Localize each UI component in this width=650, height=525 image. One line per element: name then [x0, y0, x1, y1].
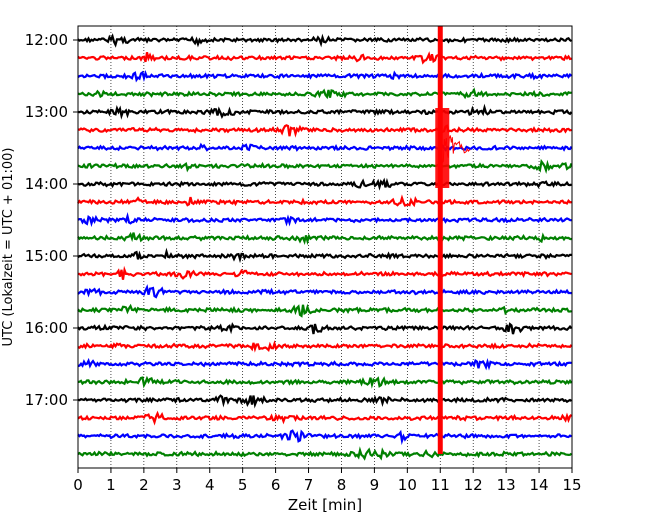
x-axis-ticks: 0 1 2 3 4 5 6 7 8 9 10 11 12 13 14 15: [73, 468, 582, 494]
event-peak: [435, 108, 450, 188]
x-tick-label: 13: [497, 476, 516, 494]
trace-line: [77, 194, 572, 208]
y-tick-label: 16:00: [25, 319, 68, 337]
trace-line: [77, 103, 573, 120]
trace-line: [77, 211, 572, 228]
trace-line: [77, 142, 573, 153]
x-tick-label: 7: [304, 476, 314, 494]
trace-line: [77, 87, 572, 100]
y-axis-label: UTC (Lokalzeit = UTC + 01:00): [1, 148, 16, 347]
trace-line: [77, 231, 572, 246]
x-tick-label: 4: [205, 476, 215, 494]
x-tick-label: 15: [562, 476, 581, 494]
x-tick-label: 5: [238, 476, 248, 494]
x-tick-label: 3: [172, 476, 182, 494]
trace-line: [77, 303, 572, 318]
trace-line: [77, 124, 572, 138]
x-tick-label: 2: [139, 476, 149, 494]
trace-line: [77, 33, 573, 48]
x-tick-label: 14: [530, 476, 549, 494]
x-tick-label: 8: [337, 476, 347, 494]
x-tick-label: 6: [271, 476, 281, 494]
trace-line: [77, 69, 573, 83]
trace-line: [77, 284, 572, 299]
trace-line: [77, 410, 573, 426]
x-tick-label: 9: [370, 476, 380, 494]
trace-line: [77, 177, 572, 191]
seismic-traces: [77, 33, 573, 461]
x-tick-label: 10: [398, 476, 417, 494]
trace-line: [77, 51, 572, 65]
trace-line: [77, 265, 572, 280]
trace-line: [77, 357, 572, 371]
x-tick-label: 1: [106, 476, 116, 494]
earthquake-event: [435, 26, 471, 454]
x-tick-label: 12: [464, 476, 483, 494]
trace-line: [77, 429, 573, 446]
x-tick-label: 0: [73, 476, 83, 494]
y-tick-label: 17:00: [25, 391, 68, 409]
y-tick-label: 12:00: [25, 31, 68, 49]
y-tick-label: 13:00: [25, 103, 68, 121]
trace-line: [77, 340, 573, 353]
y-axis-ticks: 12:00 13:00 14:00 15:00 16:00 17:00: [25, 31, 78, 409]
trace-line: [77, 322, 573, 335]
x-axis-label: Zeit [min]: [288, 496, 362, 514]
trace-line: [77, 158, 573, 174]
y-tick-label: 14:00: [25, 175, 68, 193]
trace-line: [77, 375, 573, 389]
trace-line: [77, 394, 573, 409]
event-band: [437, 26, 443, 454]
trace-line: [77, 446, 573, 461]
plot-frame: [77, 25, 573, 469]
y-tick-label: 15:00: [25, 247, 68, 265]
trace-line: [77, 247, 572, 264]
x-tick-label: 11: [431, 476, 450, 494]
